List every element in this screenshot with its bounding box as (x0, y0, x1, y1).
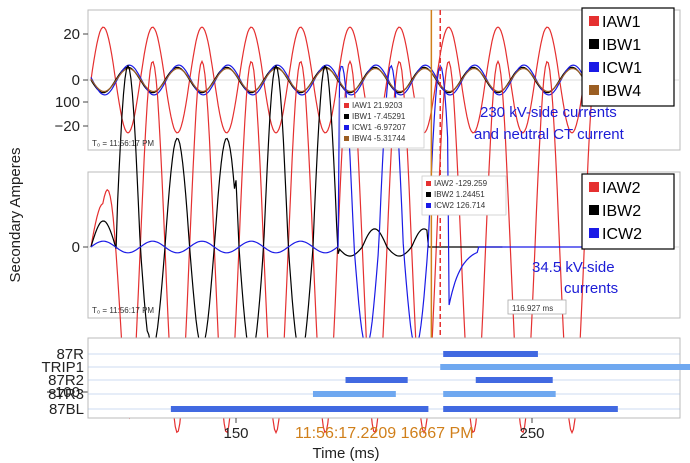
digital-label-87r3: 87R3 (48, 386, 84, 403)
top-annotation-line1: 230 kV-side currents (480, 104, 617, 121)
x-axis-title: Time (ms) (313, 445, 380, 462)
top-legend-label: IAW1 (602, 14, 641, 31)
mid-readout-swatch (426, 192, 431, 197)
mid-readout-item: IAW2 -129.259 (434, 179, 488, 188)
digital-bar-87bl (170, 406, 429, 412)
mid-series-icw2 (90, 64, 592, 348)
digital-bar-87r (443, 351, 538, 357)
top-legend-label: ICW1 (602, 60, 642, 77)
mid-readout-item: IBW2 1.24451 (434, 190, 485, 199)
digital-label-87bl: 87BL (49, 401, 84, 418)
mid-legend-label: IBW2 (602, 203, 641, 220)
y-axis-title: Secondary Amperes (7, 147, 24, 282)
digital-bar-87r3 (443, 391, 556, 397)
top-ytick-label: 20 (63, 26, 80, 43)
top-readout-swatch (344, 103, 349, 108)
mid-ref-box (507, 299, 567, 315)
mid-readout-swatch (426, 181, 431, 186)
top-ytick-label: 0 (72, 72, 80, 89)
top-legend-swatch (589, 16, 599, 26)
digital-label-trip1: TRIP1 (41, 359, 84, 376)
digital-bar-87r2 (345, 377, 408, 383)
mid-ref-note: 116.927 ms (512, 304, 553, 313)
xtick-label: 250 (519, 425, 544, 442)
mid-tref: T₀ = 11:56:17 PM (92, 306, 154, 315)
top-readout-swatch (344, 136, 349, 141)
top-readout-item: IAW1 21.9203 (352, 101, 403, 110)
digital-bar-trip1 (440, 364, 690, 370)
top-ytick-label: −20 (55, 118, 80, 135)
mid-ytick-label: 100 (55, 94, 80, 111)
xtick-label: 150 (223, 425, 248, 442)
top-legend-label: IBW1 (602, 37, 641, 54)
top-legend-swatch (589, 39, 599, 49)
mid-annotation-line1: 34.5 kV-side (532, 259, 615, 276)
mid-legend-swatch (589, 182, 599, 192)
mid-ytick-label: 0 (72, 239, 80, 256)
mid-legend-label: IAW2 (602, 180, 641, 197)
top-readout-box (339, 97, 425, 149)
top-readout-item: IBW4 -5.31744 (352, 134, 406, 143)
mid-legend-swatch (589, 205, 599, 215)
digital-bar-87bl (443, 406, 618, 412)
digital-label-87r: 87R (56, 346, 84, 363)
top-readout-swatch (344, 125, 349, 130)
top-readout-item: IBW1 -7.45291 (352, 112, 406, 121)
top-readout-swatch (344, 114, 349, 119)
mid-legend-label: ICW2 (602, 226, 642, 243)
digital-bar-87r2 (475, 377, 553, 383)
top-annotation-line2: and neutral CT current (474, 126, 625, 143)
mid-readout-swatch (426, 203, 431, 208)
top-readout-item: ICW1 -6.97207 (352, 123, 406, 132)
top-tref: T₀ = 11:56:17 PM (92, 139, 154, 148)
mid-annotation-line2: currents (564, 280, 618, 297)
top-series-iaw1 (90, 26, 586, 134)
top-legend-label: IBW4 (602, 83, 641, 100)
mid-legend-swatch (589, 228, 599, 238)
cursor-time-label: 11:56:17.2209 16667 PM (295, 425, 474, 442)
mid-ytick-label: −100 (46, 384, 80, 401)
top-legend-swatch (589, 85, 599, 95)
digital-label-87r2: 87R2 (48, 372, 84, 389)
mid-readout-box (421, 175, 507, 216)
mid-readout-item: ICW2 126.714 (434, 201, 486, 210)
top-legend-swatch (589, 62, 599, 72)
digital-bar-87r3 (312, 391, 396, 397)
